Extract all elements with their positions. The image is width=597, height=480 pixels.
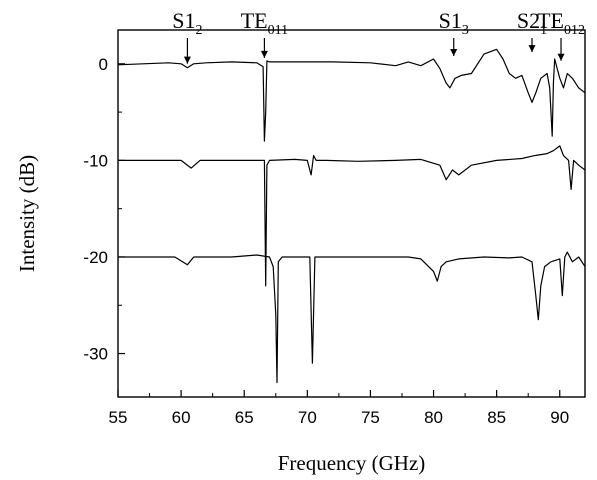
annotation-label: S13: [439, 8, 469, 38]
y-tick-label: -10: [83, 151, 108, 170]
y-axis: 0 -10 -20 -30: [83, 55, 125, 364]
annotation-2: TE011: [241, 8, 288, 58]
x-tick-label: 65: [235, 408, 254, 427]
annotation-1: S12: [172, 8, 203, 64]
y-tick-label: -20: [83, 248, 108, 267]
series-line-2: [118, 145, 586, 287]
arrow-head: [450, 48, 458, 56]
x-tick-label: 85: [487, 408, 506, 427]
arrow-head: [557, 53, 565, 61]
series-line-1: [117, 48, 586, 142]
annotation-label: S12: [172, 8, 202, 38]
y-tick-label: 0: [99, 55, 108, 74]
arrow-head: [183, 56, 191, 64]
x-tick-label: 80: [424, 408, 443, 427]
x-tick-label: 70: [298, 408, 317, 427]
arrow-head: [260, 50, 268, 58]
annotation-3: S13: [439, 8, 469, 56]
y-tick-label: -30: [83, 345, 108, 364]
x-axis: 55 60 65 70 75 80 85 90: [109, 390, 569, 427]
plot-frame: [117, 29, 586, 398]
annotation-label: TE011: [241, 8, 288, 38]
series-line-3: [118, 251, 586, 384]
y-axis-title: Intensity (dB): [15, 155, 39, 272]
x-tick-label: 90: [550, 408, 569, 427]
series-layer: [117, 48, 586, 384]
x-tick-label: 55: [109, 408, 128, 427]
x-axis-title: Frequency (GHz): [278, 451, 426, 475]
arrow-head: [528, 45, 536, 53]
x-tick-label: 75: [361, 408, 380, 427]
x-tick-label: 60: [172, 408, 191, 427]
